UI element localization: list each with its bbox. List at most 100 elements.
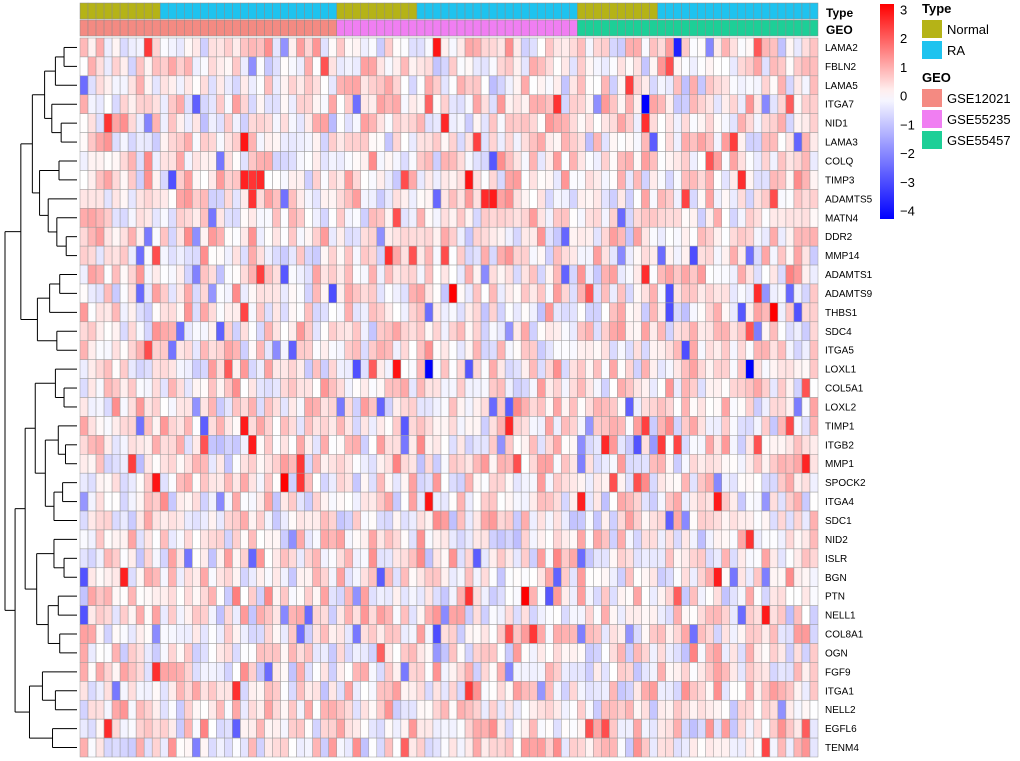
heatmap-cell: [416, 510, 426, 531]
heatmap-cell: [593, 75, 602, 96]
heatmap-cell: [577, 132, 586, 152]
heatmap-cell: [224, 321, 233, 341]
heatmap-cell: [352, 132, 362, 152]
type-annotation-cell: [545, 2, 554, 20]
heatmap-cell: [488, 567, 498, 587]
heatmap-cell: [721, 737, 731, 758]
heatmap-cell: [368, 662, 378, 682]
heatmap-cell: [87, 586, 97, 606]
heatmap-cell: [87, 226, 97, 247]
heatmap-cell: [208, 359, 217, 379]
heatmap-cell: [376, 548, 386, 569]
gene-label: DDR2: [825, 232, 853, 243]
heatmap-cell: [304, 264, 313, 285]
heatmap-cell: [208, 491, 217, 512]
heatmap-cell: [424, 208, 434, 228]
heatmap-cell: [280, 245, 289, 266]
heatmap-cell: [87, 151, 97, 171]
heatmap-cell: [545, 132, 554, 152]
heatmap-cell: [785, 548, 795, 569]
heatmap-cell: [328, 454, 337, 474]
heatmap-cell: [809, 378, 819, 398]
heatmap-cell: [673, 302, 682, 323]
gene-label: ITGA5: [825, 346, 854, 357]
heatmap-cell: [689, 283, 698, 304]
heatmap-cell: [769, 681, 779, 701]
heatmap-cell: [504, 151, 514, 171]
heatmap-cell: [432, 416, 442, 436]
heatmap-cell: [745, 718, 755, 739]
heatmap-cell: [729, 37, 739, 58]
heatmap-cell: [472, 151, 482, 171]
heatmap-cell: [192, 132, 201, 152]
heatmap-cell: [601, 548, 610, 569]
heatmap-cell: [657, 510, 666, 531]
heatmap-cell: [681, 189, 690, 209]
geo-annotation-cell: [376, 19, 386, 37]
type-annotation-cell: [280, 2, 289, 20]
heatmap-cell: [801, 37, 811, 58]
heatmap-cell: [545, 321, 554, 341]
heatmap-cell: [328, 132, 337, 152]
heatmap-cell: [127, 624, 137, 644]
heatmap-cell: [553, 586, 562, 606]
heatmap-cell: [376, 454, 386, 474]
heatmap-cell: [745, 491, 755, 512]
heatmap-cell: [545, 491, 554, 512]
heatmap-cell: [384, 397, 394, 417]
heatmap-cell: [496, 264, 506, 285]
type-annotation-cell: [689, 2, 698, 20]
heatmap-cell: [472, 321, 482, 341]
heatmap-cell: [127, 170, 137, 190]
heatmap-cell: [705, 302, 714, 323]
heatmap-cell: [801, 340, 811, 360]
heatmap-cell: [280, 567, 289, 587]
heatmap-cell: [673, 170, 682, 190]
heatmap-cell: [296, 699, 305, 720]
heatmap-cell: [151, 321, 161, 341]
heatmap-cell: [633, 605, 642, 625]
heatmap-cell: [504, 264, 514, 285]
heatmap-cell: [785, 529, 795, 550]
heatmap-cell: [320, 94, 329, 114]
heatmap-cell: [633, 472, 642, 493]
heatmap-cell: [400, 567, 410, 587]
heatmap-cell: [553, 264, 562, 285]
heatmap-cell: [625, 226, 634, 247]
heatmap-cell: [488, 548, 498, 569]
heatmap-cell: [360, 681, 370, 701]
heatmap-cell: [464, 245, 474, 266]
heatmap-cell: [601, 340, 610, 360]
geo-annotation-cell: [472, 19, 482, 37]
heatmap-cell: [408, 699, 418, 720]
heatmap-cell: [135, 681, 145, 701]
heatmap-cell: [585, 75, 594, 96]
heatmap-cell: [192, 321, 201, 341]
heatmap-cell: [87, 245, 97, 266]
heatmap-cell: [553, 548, 562, 569]
heatmap-cell: [360, 416, 370, 436]
heatmap-cell: [745, 170, 755, 190]
heatmap-cell: [593, 510, 602, 531]
heatmap-cell: [633, 151, 642, 171]
heatmap-cell: [384, 283, 394, 304]
heatmap-cell: [721, 94, 731, 114]
heatmap-cell: [464, 283, 474, 304]
heatmap-cell: [312, 37, 321, 58]
heatmap-cell: [577, 321, 586, 341]
heatmap-cell: [256, 75, 265, 96]
heatmap-cell: [79, 567, 89, 587]
heatmap-cell: [135, 624, 145, 644]
heatmap-cell: [240, 226, 249, 247]
heatmap-cell: [697, 264, 706, 285]
heatmap-cell: [192, 245, 201, 266]
heatmap-cell: [95, 245, 105, 266]
heatmap-cell: [593, 340, 602, 360]
heatmap-cell: [119, 567, 129, 587]
heatmap-cell: [769, 435, 779, 455]
heatmap-cell: [312, 151, 321, 171]
heatmap-cell: [609, 529, 618, 550]
heatmap-cell: [312, 454, 321, 474]
heatmap-cell: [617, 283, 626, 304]
heatmap-cell: [617, 567, 626, 587]
